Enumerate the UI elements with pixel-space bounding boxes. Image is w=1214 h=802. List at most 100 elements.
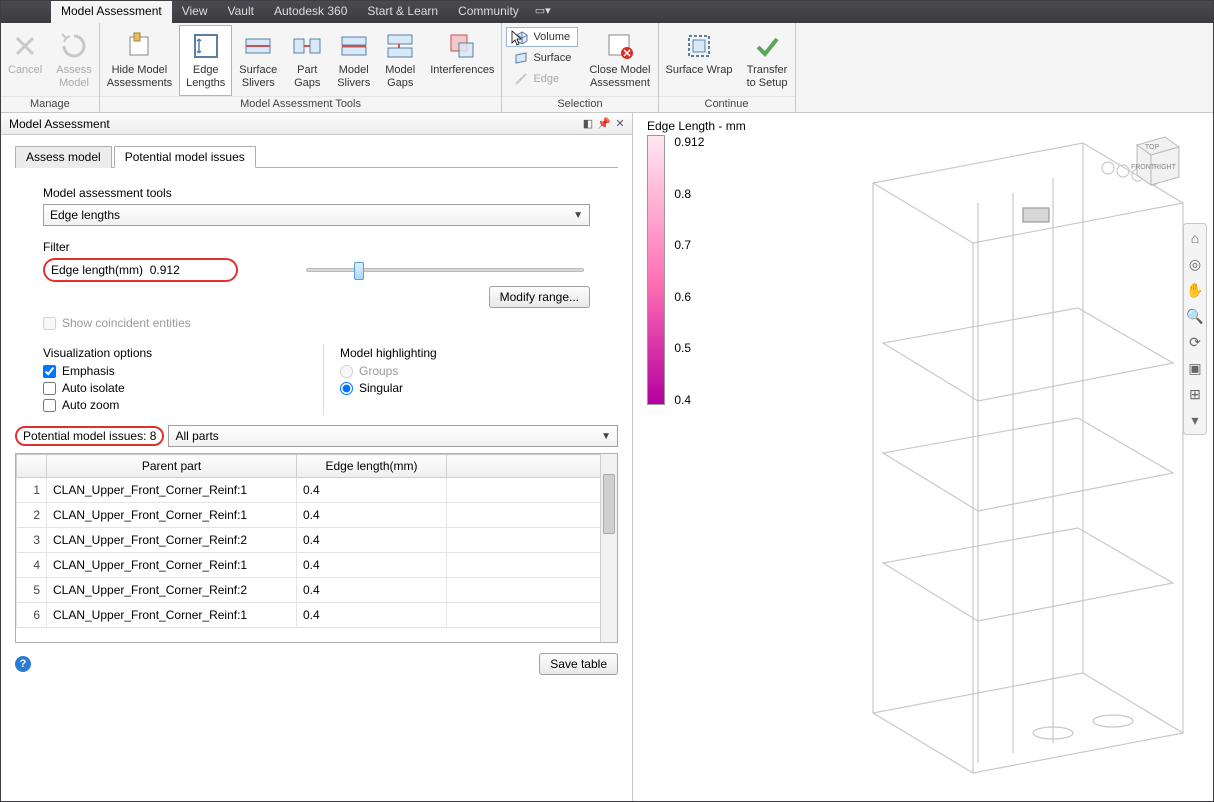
checkbox[interactable] [43,399,56,412]
checkbox[interactable] [43,382,56,395]
transfer-setup-button-icon [751,30,783,62]
model-slivers-button-icon [338,30,370,62]
slider-thumb[interactable] [354,262,364,280]
surface-select-button-icon [513,50,529,66]
table-row[interactable]: 5CLAN_Upper_Front_Corner_Reinf:20.4 [17,578,617,603]
nav-home-icon[interactable]: ⌂ [1185,228,1205,248]
table-header[interactable]: Parent part [47,455,297,478]
nav-zoom-icon[interactable]: 🔍 [1185,306,1205,326]
transfer-setup-button[interactable]: Transferto Setup [740,25,795,96]
tab-potential-model-issues[interactable]: Potential model issues [114,146,256,168]
interferences-button[interactable]: Interferences [423,25,501,96]
legend-title: Edge Length - mm [647,119,746,133]
checkbox[interactable] [43,365,56,378]
table-row[interactable]: 3CLAN_Upper_Front_Corner_Reinf:20.4 [17,528,617,553]
ribbon-group-model-assessment-tools: Hide ModelAssessmentsEdgeLengthsSurfaceS… [100,23,503,112]
menu-item-autodesk-360[interactable]: Autodesk 360 [264,1,357,23]
save-table-button[interactable]: Save table [539,653,618,675]
edge-length-slider[interactable] [306,268,584,272]
nav-fullnav-icon[interactable]: ⊞ [1185,384,1205,404]
ribbon-group-label: Manage [1,96,99,112]
highlight-label: Model highlighting [340,346,590,360]
surface-wrap-button[interactable]: Surface Wrap [659,25,740,96]
edge-lengths-button-icon [190,30,222,62]
issues-table[interactable]: Parent partEdge length(mm)1CLAN_Upper_Fr… [16,454,617,628]
menu-item-start-learn[interactable]: Start & Learn [357,1,448,23]
ribbon-group-label: Selection [502,96,657,112]
panel-dock-button[interactable]: ◧ [580,117,596,130]
tab-assess-model[interactable]: Assess model [15,146,112,168]
hide-assessments-button[interactable]: Hide ModelAssessments [100,25,179,96]
cursor-icon [511,30,523,46]
assessment-panel: Model Assessment ◧ 📌 ✕ Assess modelPoten… [1,113,633,801]
legend-tick: 0.8 [674,187,704,201]
edge-length-label: Edge length(mm) [51,263,143,277]
nav-lookat-icon[interactable]: ▣ [1185,358,1205,378]
tools-value: Edge lengths [50,208,120,222]
ribbon: CancelAssessModelManageHide ModelAssessm… [1,23,1213,113]
menu-item-vault[interactable]: Vault [218,1,264,23]
menubar: Model AssessmentViewVaultAutodesk 360Sta… [1,1,1213,23]
surface-slivers-button[interactable]: SurfaceSlivers [232,25,284,96]
viewport-3d[interactable]: Edge Length - mm 0.9120.80.70.60.50.4 [633,113,1213,801]
tools-label: Model assessment tools [43,186,590,200]
issues-label: Potential model issues: [23,429,146,443]
surface-select-button[interactable]: Surface [506,48,578,68]
legend-tick: 0.4 [674,393,704,407]
legend-tick: 0.5 [674,341,704,355]
surface-wrap-button-icon [683,30,715,62]
panel-pin-button[interactable]: 📌 [596,117,612,130]
menu-item-view[interactable]: View [172,1,218,23]
menu-item-model-assessment[interactable]: Model Assessment [51,1,172,23]
table-header[interactable] [17,455,47,478]
vis-opt-auto-isolate[interactable]: Auto isolate [43,381,293,395]
vis-options-label: Visualization options [43,346,293,360]
radio[interactable] [340,382,353,395]
model-gaps-button-icon [384,30,416,62]
table-row[interactable]: 1CLAN_Upper_Front_Corner_Reinf:10.4 [17,478,617,503]
model-slivers-button[interactable]: ModelSlivers [330,25,377,96]
model-wireframe [753,113,1193,793]
panel-close-button[interactable]: ✕ [612,117,628,130]
nav-pan-icon[interactable]: ✋ [1185,280,1205,300]
assess-model-button-icon [58,30,90,62]
issues-count: 8 [150,429,157,443]
color-legend: Edge Length - mm 0.9120.80.70.60.50.4 [647,119,746,407]
vis-opt-emphasis[interactable]: Emphasis [43,364,293,378]
nav-more-icon[interactable]: ▾ [1185,410,1205,430]
menu-item-community[interactable]: Community [448,1,529,23]
edge-lengths-button[interactable]: EdgeLengths [179,25,232,96]
close-assessment-button[interactable]: Close ModelAssessment [582,25,657,96]
model-gaps-button[interactable]: ModelGaps [377,25,423,96]
issues-table-wrap: Parent partEdge length(mm)1CLAN_Upper_Fr… [15,453,618,643]
table-row[interactable]: 6CLAN_Upper_Front_Corner_Reinf:10.4 [17,603,617,628]
surface-slivers-button-icon [242,30,274,62]
coincident-label: Show coincident entities [62,316,191,330]
legend-ticks: 0.9120.80.70.60.50.4 [674,135,704,407]
main-area: Model Assessment ◧ 📌 ✕ Assess modelPoten… [1,113,1213,801]
legend-tick: 0.912 [674,135,704,149]
edge-select-button: Edge [506,69,578,89]
viewcube[interactable]: TOP FRONT RIGHT [1117,123,1187,193]
tools-combo[interactable]: Edge lengths ▼ [43,204,590,226]
table-header[interactable]: Edge length(mm) [297,455,447,478]
ribbon-group-label: Continue [659,96,795,112]
vis-opt-auto-zoom[interactable]: Auto zoom [43,398,293,412]
battery-icon: ▭▾ [535,1,551,23]
edge-length-value[interactable]: 0.912 [150,263,180,277]
highlight-opt-singular[interactable]: Singular [340,381,590,395]
modify-range-button[interactable]: Modify range... [489,286,590,308]
table-scrollbar[interactable] [600,454,617,642]
table-row[interactable]: 2CLAN_Upper_Front_Corner_Reinf:10.4 [17,503,617,528]
issues-scope-value: All parts [175,429,218,443]
hide-assessments-button-icon [123,30,155,62]
part-gaps-button[interactable]: PartGaps [284,25,330,96]
issues-scope-combo[interactable]: All parts ▼ [168,425,618,447]
help-icon[interactable]: ? [15,656,31,672]
volume-select-button[interactable]: Volume [506,27,578,47]
assess-model-button: AssessModel [49,25,98,96]
nav-steering-icon[interactable]: ◎ [1185,254,1205,274]
nav-orbit-icon[interactable]: ⟳ [1185,332,1205,352]
table-row[interactable]: 4CLAN_Upper_Front_Corner_Reinf:10.4 [17,553,617,578]
panel-titlebar: Model Assessment ◧ 📌 ✕ [1,113,632,135]
